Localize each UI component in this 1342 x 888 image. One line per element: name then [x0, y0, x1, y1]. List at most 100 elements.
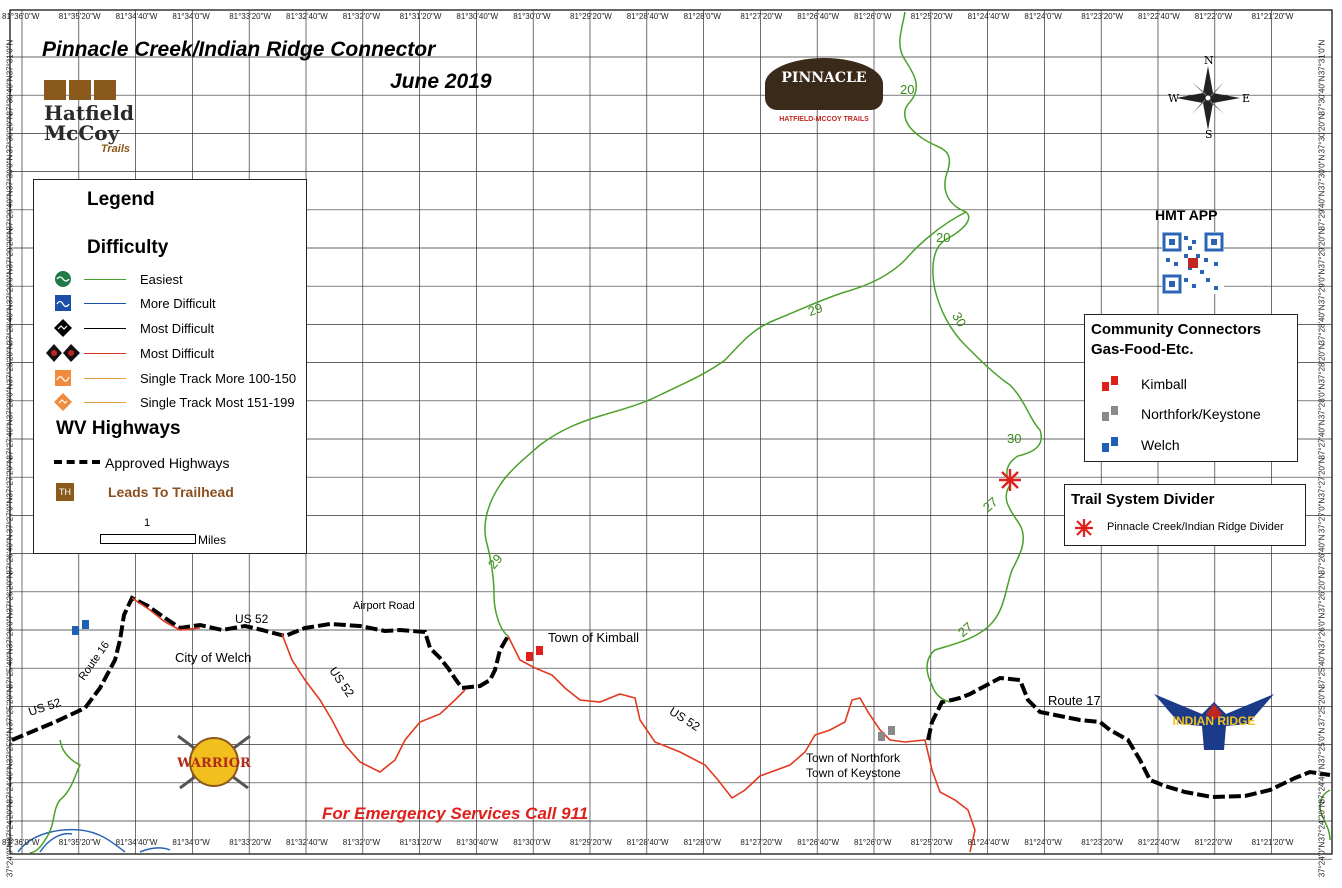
label-airport-road: Airport Road [353, 600, 415, 612]
hmt-app-qr-code[interactable] [1162, 232, 1224, 294]
legend-row-easiest: Easiest [34, 268, 183, 290]
coord-label-bottom: 81°26'0"W [854, 838, 892, 847]
coord-label-left: 37°24'0"N [5, 841, 15, 878]
hatfield-logo-text: Hatfield McCoy [44, 101, 134, 145]
coord-label-top: 81°23'20"W [1081, 12, 1123, 21]
coord-label-top: 81°34'0"W [172, 12, 210, 21]
community-label-kimball: Kimball [1141, 376, 1187, 392]
map-date: June 2019 [390, 70, 492, 93]
hatfield-logo-sub: Trails [100, 143, 130, 155]
coord-label-bottom: 81°29'20"W [570, 838, 612, 847]
compass-rose: N S E W [1168, 54, 1250, 141]
coord-label-right: 37°24'0"N [1317, 841, 1327, 878]
approved-highway-swatch [54, 460, 100, 464]
legend-title: Legend [87, 189, 155, 210]
community-title-2: Gas-Food-Etc. [1091, 341, 1194, 358]
coord-label-bottom: 81°28'40"W [626, 838, 669, 847]
legend-label-single-track-most: Single Track Most 151-199 [140, 394, 295, 410]
coord-label-top: 81°30'40"W [456, 12, 499, 21]
coord-label-top: 81°35'20"W [58, 12, 101, 21]
scale-bar [100, 534, 196, 544]
divider-marker [999, 469, 1021, 491]
welch-gas-icon [72, 620, 89, 635]
label-northfork: Town of Northfork [806, 751, 901, 765]
coord-label-top: 81°32'40"W [286, 12, 328, 21]
coord-label-bottom: 81°25'20"W [910, 838, 953, 847]
hmt-app-title: HMT APP [1155, 207, 1218, 223]
coord-label-bottom: 81°22'40"W [1138, 838, 1180, 847]
community-row-welch: Welch [1099, 435, 1180, 455]
coord-label-bottom: 81°35'20"W [58, 838, 101, 847]
trail-number-30b: 30 [1007, 431, 1022, 446]
legend-label-easiest: Easiest [140, 271, 183, 287]
diamond-most-difficult-icon [54, 319, 72, 337]
compass-n: N [1204, 54, 1214, 67]
coord-label-bottom: 81°33'20"W [229, 838, 271, 847]
single-track-more-line-swatch [84, 377, 126, 379]
coord-label-top: 81°27'20"W [740, 12, 783, 21]
wv-highways-title: WV Highways [56, 418, 181, 439]
legend-label-single-track-more: Single Track More 100-150 [140, 370, 297, 386]
gas-pump-icon-kimball [1102, 376, 1118, 391]
most-difficult-red-line-swatch [84, 352, 126, 354]
label-route17: Route 17 [1048, 693, 1101, 708]
trailhead-label: Leads To Trailhead [108, 484, 234, 500]
community-connectors-panel: Community Connectors Gas-Food-Etc. Kimba… [1084, 314, 1298, 462]
difficulty-title: Difficulty [87, 237, 169, 258]
pinnacle-logo: PINNACLE HATFIELD-MCCOY TRAILS [765, 58, 883, 128]
legend-label-most-difficult-2: Most Difficult [140, 345, 215, 361]
coord-label-bottom: 81°22'0"W [1194, 838, 1233, 847]
coord-label-top: 81°33'20"W [229, 12, 271, 21]
coord-label-top: 81°25'20"W [910, 12, 953, 21]
most-difficult-line-swatch [84, 327, 126, 329]
label-keystone: Town of Keystone [806, 766, 901, 780]
northfork-gas-icon [878, 726, 895, 741]
coord-label-bottom: 81°26'40"W [797, 838, 839, 847]
trailhead-icon: TH [56, 483, 74, 501]
trails-easiest [29, 11, 1331, 854]
label-kimball: Town of Kimball [548, 630, 640, 645]
trail-divider-panel: Trail System Divider Pinnacle Creek/Indi… [1064, 484, 1306, 546]
gas-pump-icon-northfork [1102, 406, 1118, 421]
kimball-gas-icon [526, 646, 543, 661]
community-label-northfork: Northfork/Keystone [1141, 406, 1261, 422]
scale-value: 1 [144, 517, 151, 529]
warrior-logo: WARRIOR [172, 726, 256, 796]
community-label-welch: Welch [1141, 437, 1180, 453]
double-diamond-icon [46, 344, 80, 362]
compass-s: S [1205, 128, 1213, 141]
coord-label-bottom: 81°28'0"W [683, 838, 721, 847]
community-row-northfork: Northfork/Keystone [1099, 404, 1261, 424]
coord-label-top: 81°32'0"W [342, 12, 381, 21]
coord-label-bottom: 81°34'0"W [172, 838, 210, 847]
easiest-line-swatch [84, 278, 126, 280]
pinnacle-logo-sub: HATFIELD-MCCOY TRAILS [779, 116, 869, 123]
legend-row-single-track-most: Single Track Most 151-199 [34, 391, 295, 413]
coord-label-top: 81°22'0"W [1194, 12, 1233, 21]
warrior-logo-text: WARRIOR [177, 756, 251, 771]
coord-label-top: 81°28'40"W [626, 12, 669, 21]
label-us52-welch: US 52 [235, 612, 269, 626]
coord-label-top: 81°36'0"W [2, 12, 40, 21]
coord-label-bottom: 81°31'20"W [399, 838, 442, 847]
single-track-most-line-swatch [84, 401, 126, 403]
coord-label-bottom: 81°32'40"W [286, 838, 328, 847]
scale-unit: Miles [198, 533, 227, 547]
coord-label-bottom: 81°21'20"W [1251, 838, 1294, 847]
legend-row-more-difficult: More Difficult [34, 292, 216, 314]
legend-row-single-track-more: Single Track More 100-150 [34, 367, 296, 389]
indian-ridge-logo: INDIAN RIDGE [1152, 690, 1276, 754]
trail-number-20b: 20 [936, 230, 951, 245]
coord-label-top: 81°22'40"W [1138, 12, 1180, 21]
square-more-difficult-icon [55, 295, 71, 311]
pinnacle-logo-text: PINNACLE [765, 58, 883, 110]
coord-label-bottom: 81°34'40"W [115, 838, 158, 847]
legend-panel: Legend Difficulty Easiest More Difficult… [33, 179, 307, 554]
coord-label-top: 81°31'20"W [399, 12, 442, 21]
hatfield-mccoy-logo: Hatfield McCoy Trails [44, 80, 134, 155]
approved-highways-label: Approved Highways [105, 455, 230, 471]
trail-number-20a: 20 [900, 82, 915, 97]
single-track-more-icon [55, 370, 71, 386]
divider-title: Trail System Divider [1071, 491, 1215, 508]
legend-row-most-difficult: Most Difficult [34, 317, 214, 339]
